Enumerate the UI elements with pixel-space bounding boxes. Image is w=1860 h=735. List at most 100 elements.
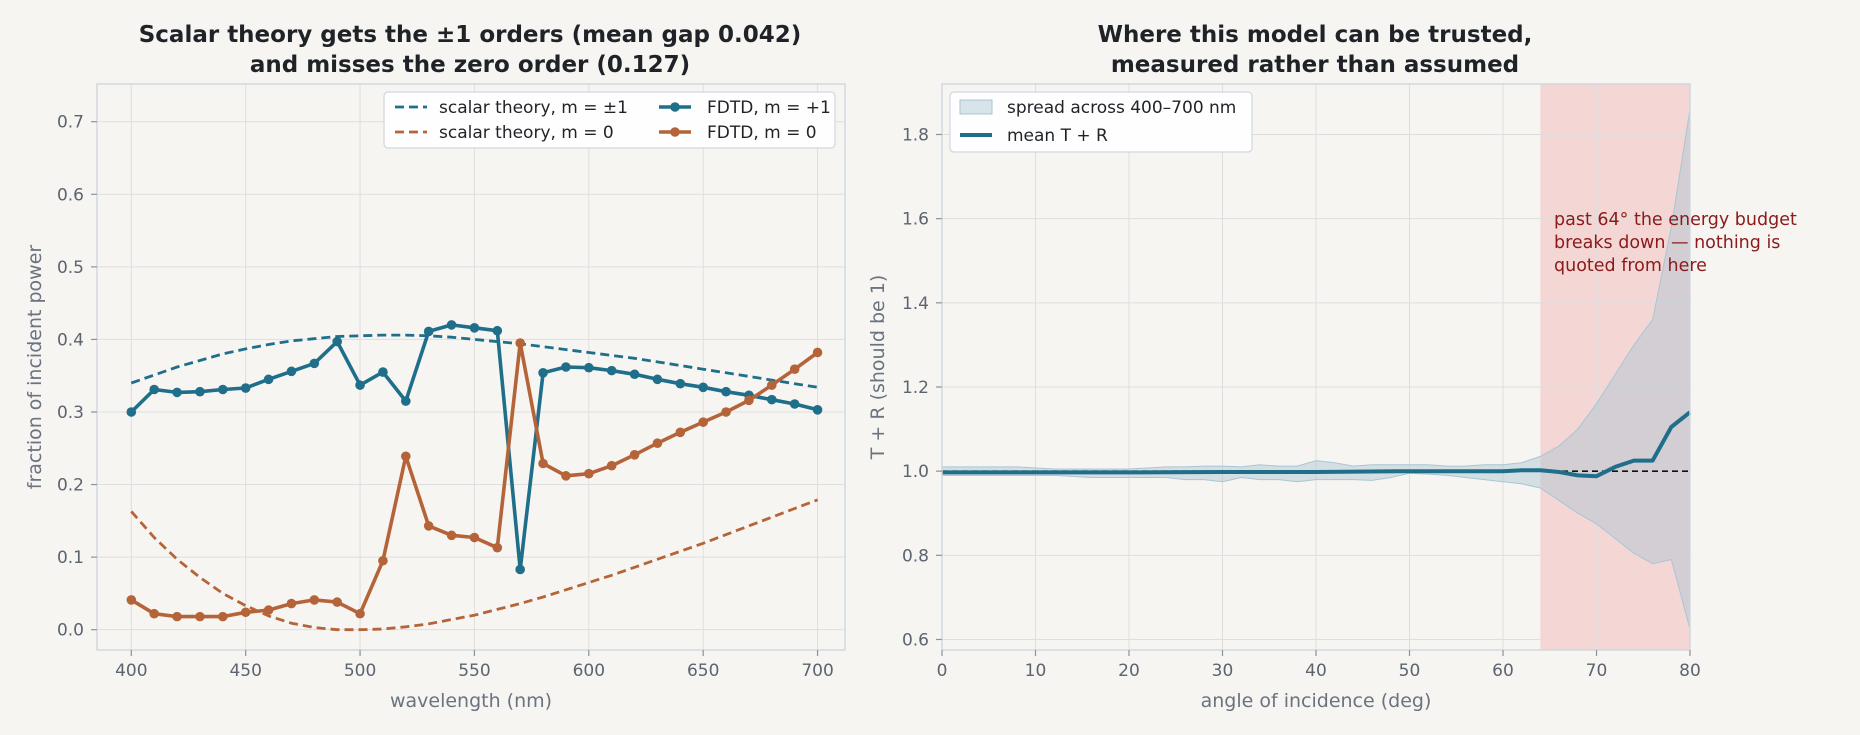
series-3-point-21: [606, 460, 617, 471]
series-2-point-0: [126, 407, 137, 417]
series-3-point-24: [675, 427, 686, 438]
r-ytick-label-4: 1.4: [902, 294, 929, 314]
series-3-point-6: [263, 605, 274, 615]
series-3-point-5: [240, 607, 251, 618]
series-2-point-23: [652, 374, 663, 385]
l-xtick-label-4: 600: [573, 661, 605, 681]
series-3-point-16: [492, 542, 503, 553]
l-xtick-label-6: 700: [801, 661, 833, 681]
series-2-point-9: [332, 336, 342, 347]
l-xtick-label-5: 650: [687, 661, 719, 681]
r-xtick-label-4: 40: [1305, 661, 1327, 681]
series-3-point-30: [812, 347, 823, 358]
series-2-point-18: [538, 368, 548, 378]
series-3-point-27: [744, 395, 754, 406]
legend-marker-fdtd-m0: [670, 127, 680, 137]
series-2-point-16: [492, 325, 503, 336]
l-xtick-label-3: 550: [458, 661, 490, 681]
right-chart-title-line-2: measured rather than assumed: [1111, 52, 1519, 78]
r-ytick-label-1: 0.8: [902, 546, 929, 566]
series-3-point-13: [423, 521, 434, 531]
right-y-ticks: 0.6 0.8 1.0 1.2 1.4 1.6 1.8: [902, 125, 942, 650]
legend-label-scalar-m0: scalar theory, m = 0: [439, 123, 614, 143]
legend-label-fdtd-m0: FDTD, m = 0: [707, 123, 817, 143]
right-legend-box: [949, 91, 1253, 153]
series-3-point-15: [469, 532, 480, 543]
series-3-point-0: [126, 595, 137, 605]
series-2-point-20: [584, 362, 594, 373]
series-2-point-28: [767, 394, 777, 405]
left-x-axis-label: wavelength (nm): [390, 690, 552, 712]
series-3-point-8: [309, 595, 320, 605]
series-3-point-17: [515, 338, 525, 348]
right-x-ticks: 0 10 20 30 40 50 60 70 80: [937, 650, 1701, 681]
l-ytick-label-5: 0.5: [57, 258, 84, 278]
legend-label-scalar-pm1: scalar theory, m = ±1: [439, 98, 628, 118]
right-y-axis-label: T + R (should be 1): [867, 275, 889, 461]
l-xtick-label-0: 400: [115, 661, 147, 681]
series-0-line: [130, 333, 818, 389]
r-xtick-label-7: 70: [1586, 661, 1608, 681]
l-ytick-label-7: 0.7: [57, 113, 84, 133]
r-ytick-label-0: 0.6: [902, 630, 929, 650]
left-x-ticks: 400 450 500 550 600 650 700: [115, 650, 834, 681]
series-3-point-26: [721, 407, 731, 417]
r-ytick-label-2: 1.0: [902, 462, 929, 482]
series-2-point-17: [515, 564, 525, 575]
r-ytick-label-6: 1.8: [902, 125, 929, 145]
left-y-ticks: 0.0 0.1 0.2 0.3 0.4 0.5 0.6 0.7: [57, 113, 97, 641]
legend-label-spread: spread across 400–700 nm: [1007, 98, 1236, 118]
series-2-point-21: [606, 365, 617, 376]
series-1-line: [130, 498, 819, 632]
series-2-point-13: [423, 326, 434, 337]
series-2-point-12: [401, 396, 411, 406]
l-ytick-label-3: 0.3: [57, 403, 84, 423]
legend-marker-fdtd-p1: [670, 102, 680, 112]
series-2-point-15: [469, 323, 480, 333]
left-legend: scalar theory, m = ±1 scalar theory, m =…: [383, 91, 836, 149]
r-xtick-label-2: 20: [1118, 661, 1140, 681]
l-ytick-label-4: 0.4: [57, 330, 84, 350]
series-3-point-12: [401, 451, 411, 462]
series-3-point-1: [149, 608, 159, 619]
l-xtick-label-1: 450: [229, 661, 261, 681]
legend-label-fdtd-p1: FDTD, m = +1: [707, 98, 831, 118]
r-xtick-label-1: 10: [1025, 661, 1047, 681]
r-ytick-label-3: 1.2: [902, 378, 929, 398]
series-2-point-26: [721, 386, 731, 397]
series-3-point-7: [286, 598, 297, 609]
series-2-point-29: [789, 399, 800, 409]
left-series-layer: [126, 320, 823, 632]
l-ytick-label-0: 0.0: [57, 621, 84, 641]
series-3-point-11: [378, 555, 388, 566]
r-xtick-label-6: 60: [1492, 661, 1514, 681]
series-2-point-5: [240, 383, 251, 393]
annotation-line-2: breaks down — nothing is: [1554, 233, 1780, 253]
left-legend-box: [383, 91, 836, 149]
series-3-point-3: [195, 611, 205, 622]
right-x-axis-label: angle of incidence (deg): [1201, 690, 1432, 712]
series-2-point-19: [561, 362, 571, 372]
l-ytick-label-1: 0.1: [57, 548, 84, 568]
series-3-point-4: [218, 611, 228, 622]
series-2-point-10: [355, 380, 365, 390]
legend-label-mean: mean T + R: [1007, 126, 1108, 146]
series-2-point-14: [446, 320, 457, 330]
series-2-point-24: [675, 378, 686, 389]
r-xtick-label-5: 50: [1399, 661, 1421, 681]
series-2-point-22: [629, 369, 640, 380]
left-plot-background: [97, 84, 845, 650]
series-2-point-4: [218, 384, 228, 395]
r-xtick-label-8: 80: [1679, 661, 1701, 681]
legend-swatch-spread: [959, 99, 993, 115]
series-3-point-28: [767, 380, 777, 390]
series-3-point-9: [332, 597, 342, 607]
series-3-point-19: [561, 471, 571, 481]
series-3-point-23: [652, 438, 663, 448]
series-3-point-14: [446, 530, 457, 541]
mean-tr-line: [942, 410, 1692, 479]
series-3-point-29: [789, 364, 800, 374]
series-3-point-20: [584, 468, 594, 479]
series-2-point-6: [263, 374, 274, 385]
